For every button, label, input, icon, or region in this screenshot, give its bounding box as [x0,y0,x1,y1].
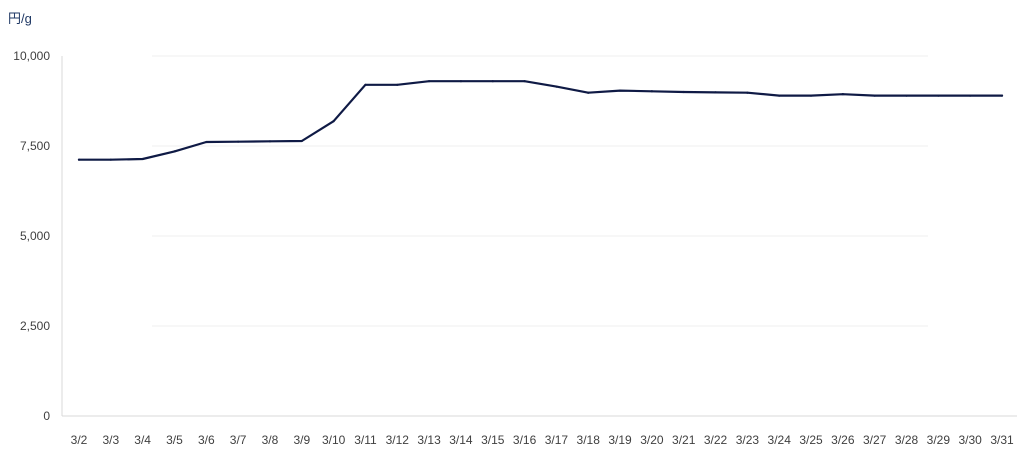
x-tick-label: 3/5 [166,433,183,447]
data-point [523,80,526,83]
x-tick-label: 3/31 [990,433,1014,447]
y-tick-label: 0 [43,409,50,423]
x-tick-label: 3/4 [134,433,151,447]
data-point [873,94,876,97]
data-point [77,158,81,161]
data-point [714,91,717,94]
data-point [555,85,558,88]
data-point [109,158,112,161]
y-tick-label: 7,500 [20,139,50,153]
x-tick-label: 3/29 [927,433,951,447]
data-point [746,91,749,94]
data-point [937,94,940,97]
x-tick-label: 3/27 [863,433,887,447]
x-tick-label: 3/11 [354,433,377,447]
data-point [428,80,431,83]
data-point [809,94,813,97]
data-point [650,90,653,93]
x-tick-label: 3/9 [293,433,310,447]
x-tick-label: 3/16 [513,433,537,447]
y-unit-label: 円/g [8,11,32,26]
data-point [905,94,908,97]
x-tick-label: 3/6 [198,433,215,447]
x-tick-label: 3/19 [608,433,632,447]
data-point [459,80,463,83]
data-point [396,83,399,86]
x-tick-label: 3/25 [799,433,823,447]
data-point [205,140,208,144]
x-tick-label: 3/10 [322,433,346,447]
x-tick-label: 3/24 [768,433,792,447]
y-tick-label: 2,500 [20,319,50,333]
data-point [778,94,781,97]
x-tick-label: 3/15 [481,433,505,447]
x-tick-label: 3/21 [672,433,696,447]
x-tick-label: 3/17 [545,433,569,447]
data-point [237,140,240,143]
data-point [332,120,335,123]
x-tick-label: 3/26 [831,433,855,447]
data-point [841,93,844,96]
data-point [364,83,367,86]
x-tick-label: 3/22 [704,433,728,447]
data-point [587,91,590,94]
x-tick-label: 3/14 [449,433,473,447]
x-tick-label: 3/7 [230,433,247,447]
data-point [618,89,622,92]
x-tick-label: 3/20 [640,433,664,447]
y-tick-label: 5,000 [20,229,50,243]
series-line [77,80,1004,161]
data-point [682,90,685,94]
x-tick-label: 3/28 [895,433,919,447]
data-point [300,139,303,143]
y-tick-label: 10,000 [13,49,50,63]
x-tick-label: 3/12 [386,433,410,447]
x-tick-label: 3/13 [417,433,441,447]
x-tick-label: 3/8 [262,433,279,447]
data-point [173,150,176,153]
data-point [141,157,144,161]
data-point [268,140,272,143]
x-tick-label: 3/30 [958,433,982,447]
data-point [969,94,972,97]
x-tick-label: 3/18 [577,433,601,447]
data-point [491,80,494,83]
data-point [1000,94,1004,97]
x-tick-label: 3/3 [102,433,119,447]
x-tick-label: 3/23 [736,433,760,447]
x-tick-label: 3/2 [71,433,88,447]
